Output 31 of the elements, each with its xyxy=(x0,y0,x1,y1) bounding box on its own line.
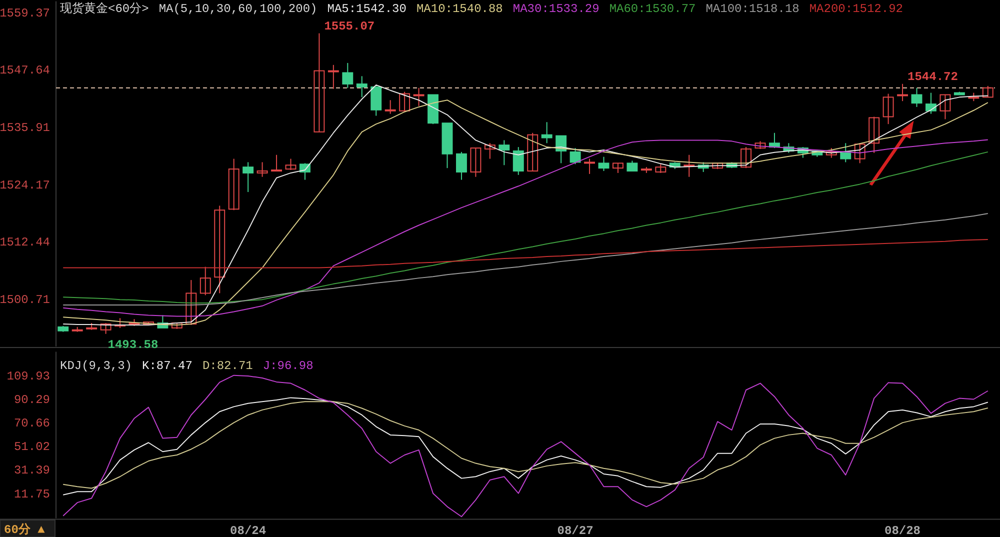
text: MA10:1540.88 xyxy=(416,2,503,16)
annotation: 1544.72 xyxy=(908,70,958,84)
text: MA200:1512.92 xyxy=(809,2,903,16)
annotation: 1493.58 xyxy=(108,338,158,352)
y-tick-label: 1559.37 xyxy=(0,6,50,20)
y-tick-label: 1535.91 xyxy=(0,120,50,135)
text: MA30:1533.29 xyxy=(512,2,600,16)
chart-title: 现货黄金<60分> xyxy=(60,2,149,16)
x-tick-label: 08/24 xyxy=(230,524,266,537)
text: D:82.71 xyxy=(202,359,253,373)
y-tick-label: 1500.71 xyxy=(0,293,50,308)
y-tick-label: 70.66 xyxy=(14,416,50,430)
text: MA100:1518.18 xyxy=(706,2,800,16)
text: K:87.47 xyxy=(142,359,192,373)
y-tick-label: 11.75 xyxy=(14,487,50,502)
chart-title: KDJ(9,3,3) xyxy=(60,359,132,373)
y-tick-label: 51.02 xyxy=(14,440,50,454)
y-tick-label: 90.29 xyxy=(14,392,50,407)
x-tick-label: 08/28 xyxy=(884,524,921,537)
series-label: J:96.98 xyxy=(262,359,314,373)
y-tick-label: 31.39 xyxy=(14,464,50,478)
text: 60分 ▲ xyxy=(4,523,46,537)
y-tick-label: 1547.64 xyxy=(0,64,50,78)
chart-subtitle: MA(5,10,30,60,100,200) xyxy=(158,2,318,16)
x-tick-label: 08/27 xyxy=(557,524,594,537)
y-tick-label: 1512.44 xyxy=(0,236,50,250)
y-tick-label: 1524.17 xyxy=(0,178,50,192)
annotation: 1555.07 xyxy=(324,19,375,34)
y-tick-label: 109.93 xyxy=(6,369,50,384)
text: MA60:1530.77 xyxy=(609,2,696,16)
text: MA5:1542.30 xyxy=(327,2,406,16)
